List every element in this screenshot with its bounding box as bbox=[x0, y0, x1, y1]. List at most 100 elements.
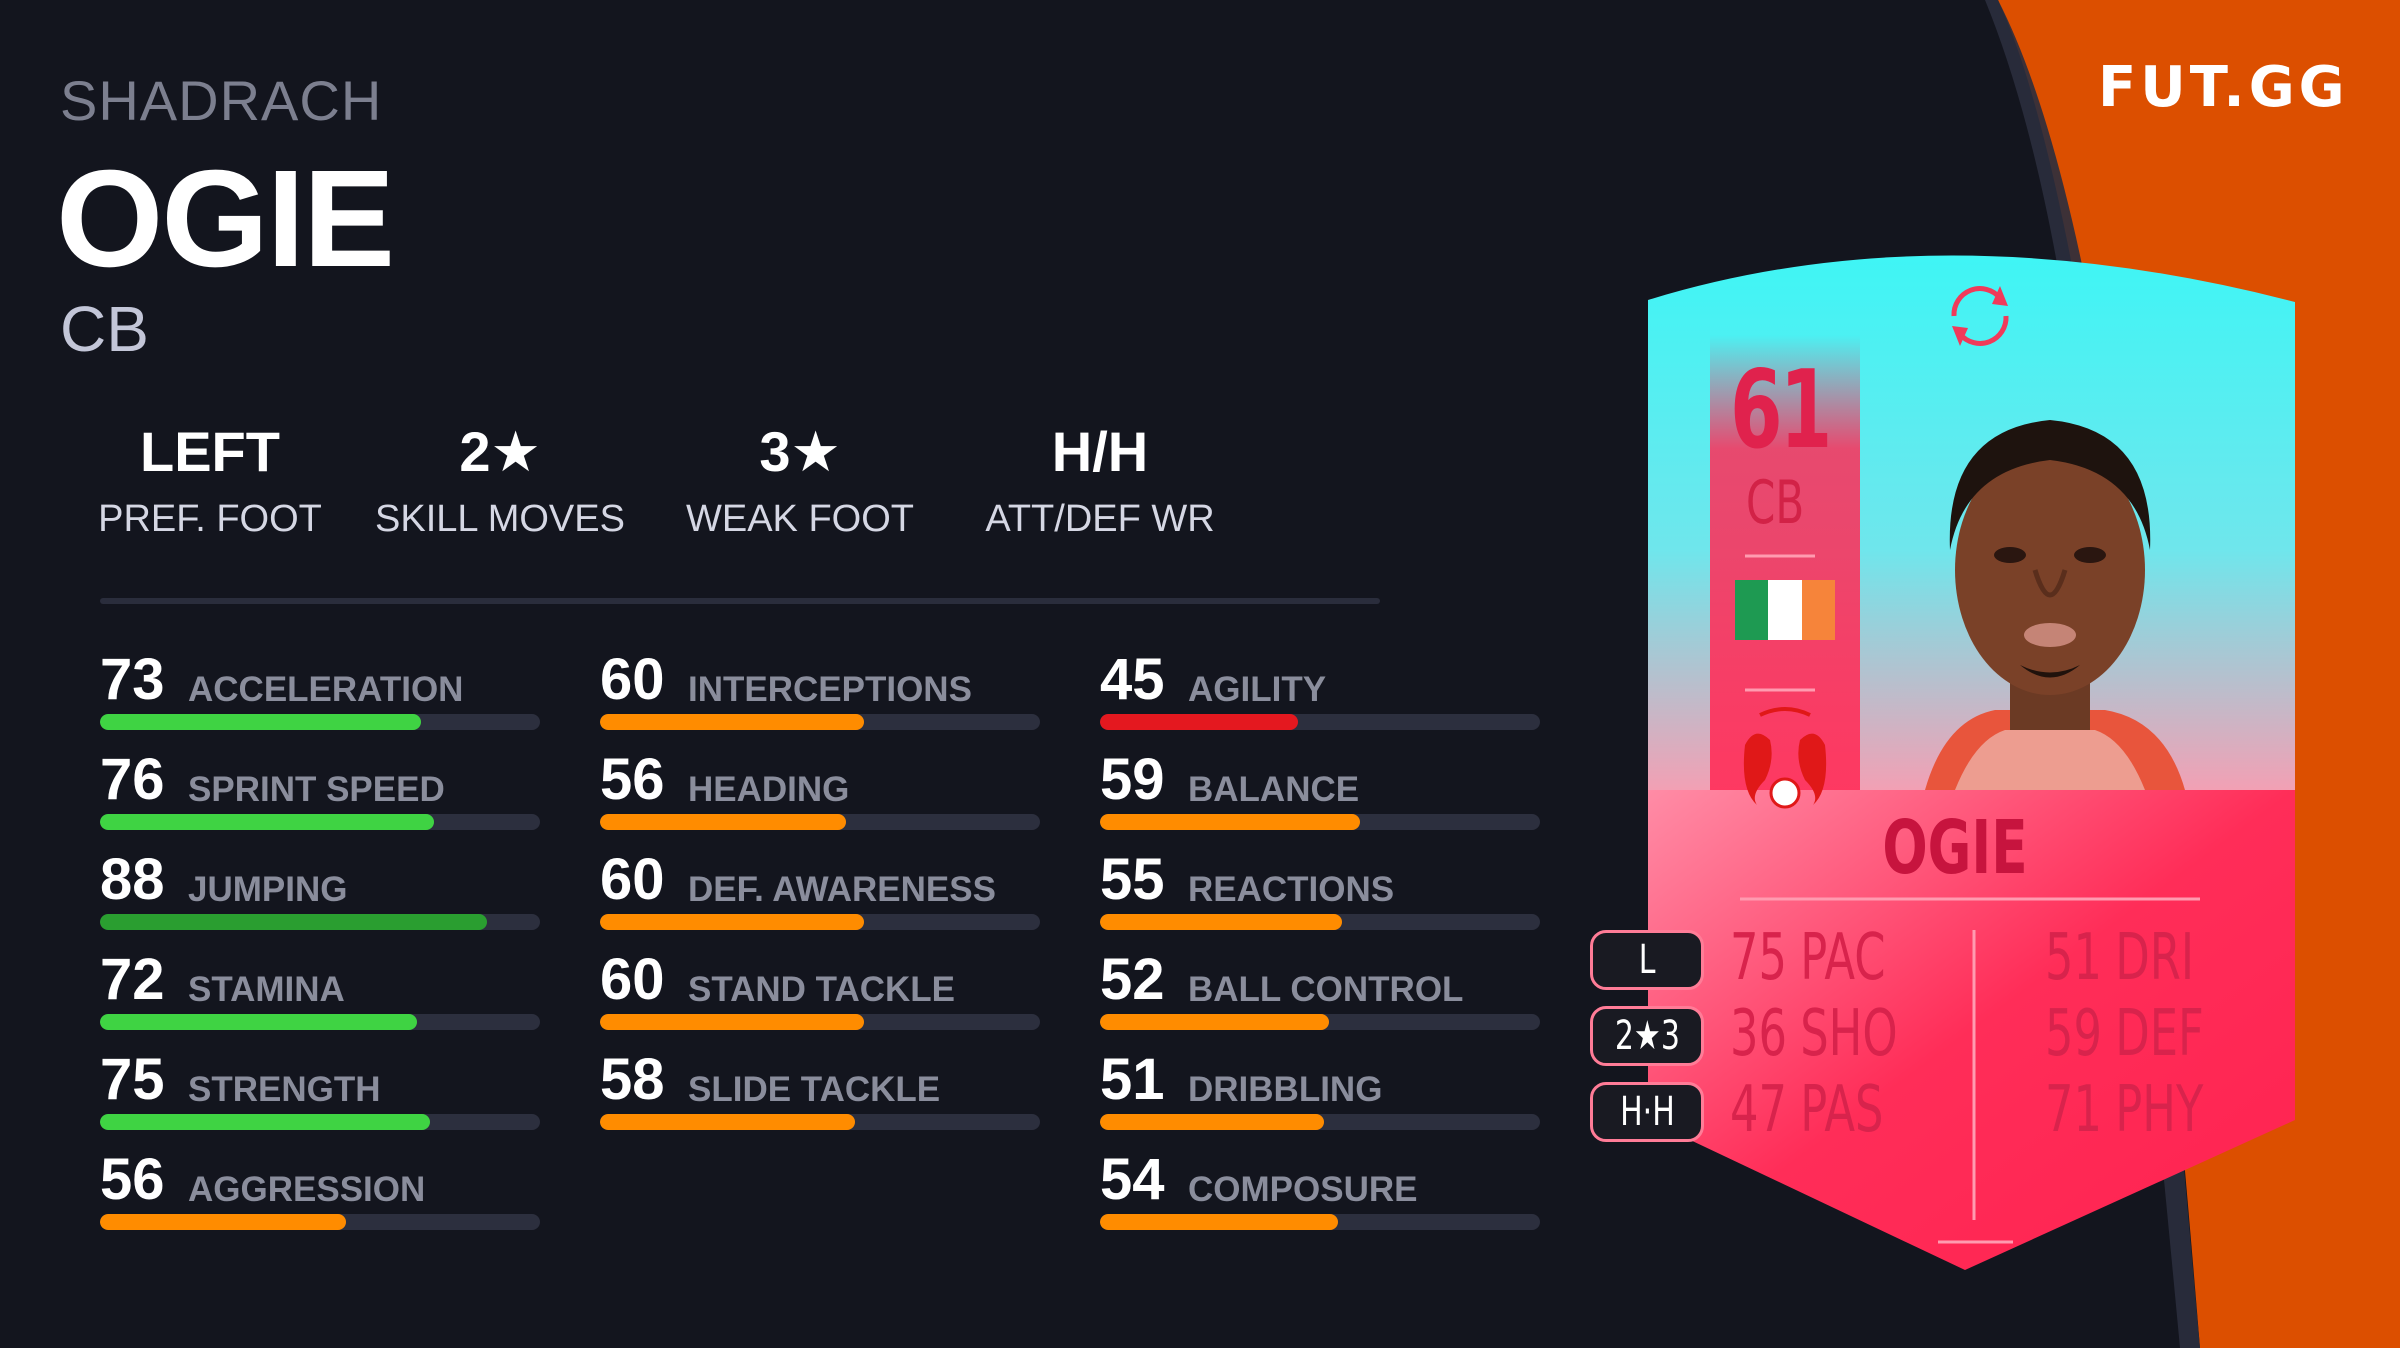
stat-row-jumping: 88 JUMPING bbox=[100, 848, 540, 948]
player-last-name: OGIE bbox=[56, 142, 395, 296]
card-stats-right: 51 DRI 59 DEF 71 PHY bbox=[2045, 920, 2272, 1148]
card-stat-label: PHY bbox=[2115, 1073, 2204, 1147]
badge-skill-weak-foot: 2★3 bbox=[1590, 1006, 1704, 1066]
player-portrait bbox=[1925, 420, 2185, 790]
stat-bar-track bbox=[1100, 1214, 1540, 1230]
stat-value: 73 bbox=[100, 647, 165, 712]
stat-bar-fill bbox=[600, 1014, 864, 1030]
stat-label: STRENGTH bbox=[188, 1070, 381, 1109]
stat-bar-track bbox=[100, 1014, 540, 1030]
stat-row-stamina: 72 STAMINA bbox=[100, 948, 540, 1048]
card-stat-phy: 71 PHY bbox=[2045, 1072, 2204, 1148]
stat-label: SPRINT SPEED bbox=[188, 770, 445, 809]
stat-row-balance: 59 BALANCE bbox=[1100, 748, 1540, 848]
player-first-name: SHADRACH bbox=[60, 69, 383, 132]
trait-weak-foot: 3★ WEAK FOOT bbox=[650, 420, 950, 541]
stat-value: 45 bbox=[1100, 647, 1165, 712]
card-stat-value: 71 bbox=[2045, 1073, 2103, 1147]
card-position: CB bbox=[1746, 468, 1805, 538]
card-stat-label: SHO bbox=[1800, 997, 1898, 1071]
stat-row-dribbling: 51 DRIBBLING bbox=[1100, 1048, 1540, 1148]
stat-bar-fill bbox=[100, 1014, 417, 1030]
stat-bar-track bbox=[100, 714, 540, 730]
player-position: CB bbox=[60, 293, 149, 365]
stat-bar-fill bbox=[100, 714, 422, 730]
stat-value: 59 bbox=[1100, 747, 1165, 812]
stat-row-def-awareness: 60 DEF. AWARENESS bbox=[600, 848, 1040, 948]
stat-bar-track bbox=[600, 1114, 1040, 1130]
card-stats-left: 75 PAC 36 SHO 47 PAS bbox=[1730, 920, 1969, 1148]
player-card[interactable]: 61 CB OGIE 75 PAC 36 SHO 47 PAS 51 DRI 5… bbox=[1590, 240, 2320, 1280]
card-stat-value: 36 bbox=[1730, 997, 1788, 1071]
stat-bar-fill bbox=[1100, 714, 1298, 730]
trait-preferred-foot: LEFT PREF. FOOT bbox=[50, 420, 370, 541]
stat-bar-fill bbox=[600, 1114, 856, 1130]
stat-bar-fill bbox=[600, 914, 864, 930]
stat-value: 55 bbox=[1100, 847, 1165, 912]
stat-row-heading: 56 HEADING bbox=[600, 748, 1040, 848]
stat-bar-fill bbox=[600, 814, 847, 830]
stat-row-slide-tackle: 58 SLIDE TACKLE bbox=[600, 1048, 1040, 1148]
stat-bar-track bbox=[600, 1014, 1040, 1030]
ireland-flag-icon bbox=[1735, 580, 1835, 640]
stat-bar-fill bbox=[100, 1214, 347, 1230]
stat-label: INTERCEPTIONS bbox=[688, 670, 972, 709]
stat-row-strength: 75 STRENGTH bbox=[100, 1048, 540, 1148]
fut-gg-logo[interactable]: FUT.GG bbox=[2098, 55, 2349, 120]
stats-column-mental: 45 AGILITY 59 BALANCE 55 REACTIONS 52 BALL CONT… bbox=[1100, 648, 1540, 1248]
trait-value: 3★ bbox=[759, 420, 841, 483]
card-stat-pas: 47 PAS bbox=[1730, 1072, 1898, 1148]
card-stat-pac: 75 PAC bbox=[1730, 920, 1898, 996]
stat-label: AGILITY bbox=[1188, 670, 1327, 709]
stat-value: 60 bbox=[600, 647, 665, 712]
stat-label: BALL CONTROL bbox=[1188, 970, 1464, 1009]
stat-bar-track bbox=[100, 1114, 540, 1130]
stat-label: SLIDE TACKLE bbox=[688, 1070, 941, 1109]
stats-column-physical: 73 ACCELERATION 76 SPRINT SPEED 88 JUMPING 72 S… bbox=[100, 648, 540, 1248]
card-stat-label: PAC bbox=[1800, 921, 1886, 995]
trait-label: SKILL MOVES bbox=[375, 498, 625, 540]
stat-label: BALANCE bbox=[1188, 770, 1360, 809]
stat-bar-track bbox=[100, 1214, 540, 1230]
stat-bar-track bbox=[600, 914, 1040, 930]
stat-row-reactions: 55 REACTIONS bbox=[1100, 848, 1540, 948]
stat-row-agility: 45 AGILITY bbox=[1100, 648, 1540, 748]
stat-value: 60 bbox=[600, 947, 665, 1012]
stat-label: HEADING bbox=[688, 770, 850, 809]
stat-label: ACCELERATION bbox=[188, 670, 464, 709]
stat-row-ball-control: 52 BALL CONTROL bbox=[1100, 948, 1540, 1048]
stat-bar-fill bbox=[1100, 1114, 1325, 1130]
stat-bar-fill bbox=[100, 814, 435, 830]
stat-row-interceptions: 60 INTERCEPTIONS bbox=[600, 648, 1040, 748]
stat-label: AGGRESSION bbox=[188, 1170, 426, 1209]
stat-bar-track bbox=[1100, 1114, 1540, 1130]
stat-value: 88 bbox=[100, 847, 165, 912]
stat-value: 56 bbox=[100, 1147, 165, 1212]
stat-bar-fill bbox=[1100, 1214, 1338, 1230]
stat-row-stand-tackle: 60 STAND TACKLE bbox=[600, 948, 1040, 1048]
stat-bar-fill bbox=[1100, 814, 1360, 830]
stat-bar-fill bbox=[100, 914, 488, 930]
stat-bar-track bbox=[1100, 714, 1540, 730]
stat-row-sprint-speed: 76 SPRINT SPEED bbox=[100, 748, 540, 848]
stat-bar-track bbox=[1100, 814, 1540, 830]
stat-label: DRIBBLING bbox=[1188, 1070, 1383, 1109]
trait-value: H/H bbox=[1051, 420, 1149, 483]
stat-label: JUMPING bbox=[188, 870, 348, 909]
trait-value: 2★ bbox=[459, 420, 541, 483]
stat-bar-fill bbox=[1100, 1014, 1329, 1030]
stat-bar-track bbox=[600, 714, 1040, 730]
stat-value: 52 bbox=[1100, 947, 1165, 1012]
trait-label: ATT/DEF WR bbox=[985, 498, 1215, 540]
trait-skill-moves: 2★ SKILL MOVES bbox=[350, 420, 650, 541]
stat-label: COMPOSURE bbox=[1188, 1170, 1418, 1209]
card-stat-label: DRI bbox=[2115, 921, 2195, 995]
card-stat-value: 59 bbox=[2045, 997, 2103, 1071]
stat-label: STAMINA bbox=[188, 970, 345, 1009]
trait-label: WEAK FOOT bbox=[686, 498, 914, 540]
card-stat-sho: 36 SHO bbox=[1730, 996, 1898, 1072]
stat-label: DEF. AWARENESS bbox=[688, 870, 996, 909]
card-stat-dri: 51 DRI bbox=[2045, 920, 2204, 996]
badge-work-rates: H·H bbox=[1590, 1082, 1704, 1142]
stat-value: 76 bbox=[100, 747, 165, 812]
